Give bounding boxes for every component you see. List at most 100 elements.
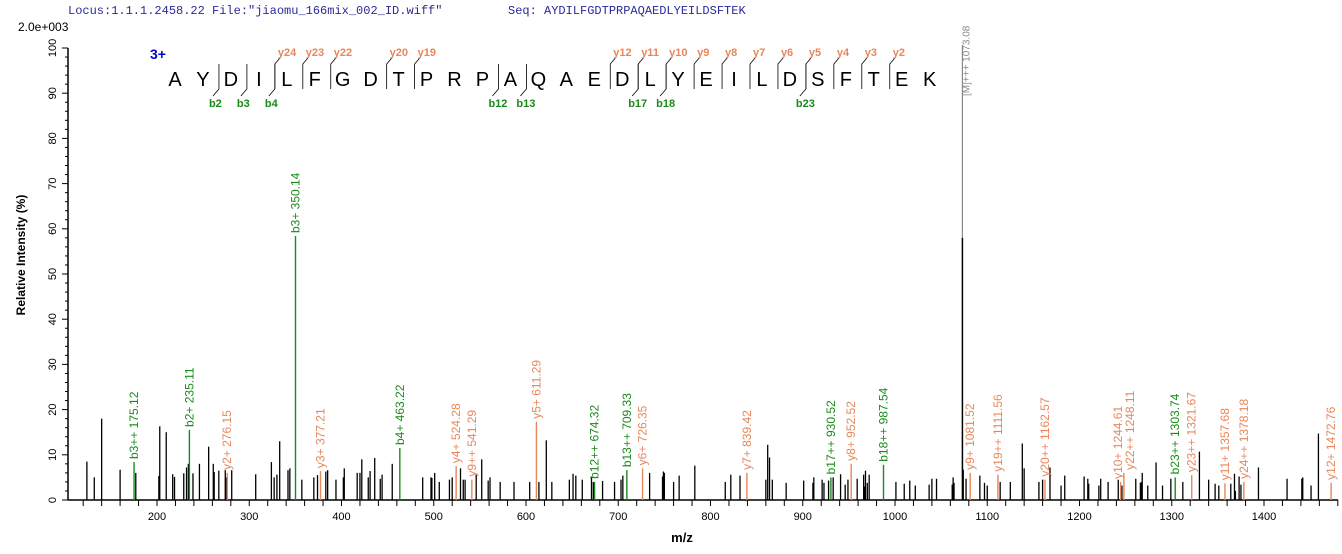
b-fragment-label: b17 xyxy=(628,98,647,110)
b-fragment-marker xyxy=(492,64,499,97)
b-fragment-label: b3 xyxy=(237,98,250,110)
y-fragment-marker xyxy=(833,56,841,89)
y-fragment-marker xyxy=(386,56,393,89)
y-fragment-marker xyxy=(414,56,421,89)
sequence-label: Seq: AYDILFGDTPRPAQAEDLYEILDSFTEK xyxy=(508,4,746,18)
y-fragment-marker xyxy=(721,56,729,89)
y-fragment-label: y7 xyxy=(753,47,765,59)
y-ion-label: y19++ 1111.56 xyxy=(991,394,1005,472)
y-ion-label: y7+ 839.42 xyxy=(740,410,754,470)
precursor-label: [M]+++ 1073.08 xyxy=(961,25,972,96)
y-fragment-label: y10 xyxy=(669,47,687,59)
residue-letter: P xyxy=(476,69,489,91)
y-fragment-label: y5 xyxy=(809,47,821,59)
y-fragment-marker xyxy=(637,56,645,89)
b-fragment-label: b12 xyxy=(488,98,507,110)
y-tick-label: 30 xyxy=(47,358,59,370)
residue-letter: D xyxy=(615,69,629,91)
y-fragment-marker xyxy=(889,56,897,89)
y-fragment-label: y2 xyxy=(893,47,905,59)
residue-letter: F xyxy=(840,69,852,91)
residue-letter: R xyxy=(447,69,461,91)
y-tick-label: 20 xyxy=(47,403,59,415)
x-tick-label: 1100 xyxy=(975,511,999,523)
y-ion-label: y12+ 1472.76 xyxy=(1324,406,1338,479)
b-fragment-marker xyxy=(631,64,639,97)
y-ion-label: y3+ 377.21 xyxy=(313,408,327,468)
residue-letter: D xyxy=(363,69,377,91)
residue-letter: P xyxy=(420,69,433,91)
y-ion-label: y11+ 1357.68 xyxy=(1218,408,1232,481)
residue-letter: Q xyxy=(531,69,547,91)
b-ion-label: b18++ 987.54 xyxy=(877,387,891,461)
residue-letter: L xyxy=(281,69,292,91)
y-fragment-label: y8 xyxy=(725,47,737,59)
residue-letter: T xyxy=(868,69,880,91)
b-fragment-label: b23 xyxy=(796,98,815,110)
y-ion-label: y9++ 541.29 xyxy=(465,410,479,477)
b-ion-label: b12++ 674.32 xyxy=(588,405,602,479)
x-tick-label: 600 xyxy=(517,511,535,523)
residue-letter: F xyxy=(309,69,321,91)
y-tick-label: 100 xyxy=(47,39,59,57)
residue-letter: D xyxy=(783,69,797,91)
y-tick-label: 50 xyxy=(47,268,59,280)
y-ion-label: y2+ 276.15 xyxy=(220,410,234,470)
sequence-annotation: 3+A Y D I L F G D T P R P A Q A E D L Y E I L D S F T E Kb2 b3 b4 b12 b… xyxy=(150,46,937,110)
intensity-scale-label: 2.0e+003 xyxy=(18,20,69,34)
residue-letter: L xyxy=(645,69,656,91)
y-fragment-label: y9 xyxy=(697,47,709,59)
b-ion-label: b3+ 350.14 xyxy=(289,172,303,233)
y-ion-label: y5+ 611.29 xyxy=(529,360,543,419)
b-fragment-marker xyxy=(212,64,220,97)
residue-letter: E xyxy=(895,69,908,91)
y-fragment-marker xyxy=(302,56,310,89)
residue-letter: L xyxy=(756,69,767,91)
y-tick-label: 0 xyxy=(47,497,59,503)
x-axis-label: m/z xyxy=(671,530,693,545)
b-ion-label: b23++ 1303.74 xyxy=(1168,393,1182,474)
y-fragment-label: y24 xyxy=(278,47,297,59)
y-fragment-label: y22 xyxy=(334,47,352,59)
y-fragment-label: y3 xyxy=(865,47,877,59)
x-tick-label: 1300 xyxy=(1160,511,1184,523)
x-tick-label: 1000 xyxy=(883,511,907,523)
y-fragment-label: y6 xyxy=(781,47,793,59)
y-fragment-label: y23 xyxy=(306,47,324,59)
y-ion-label: y6+ 726.35 xyxy=(636,405,650,465)
y-ion-label: y24++ 1378.18 xyxy=(1237,399,1251,479)
y-fragment-marker xyxy=(749,56,757,89)
residue-letter: A xyxy=(504,69,518,91)
b-ion-label: b4+ 463.22 xyxy=(393,384,407,445)
y-fragment-marker xyxy=(665,56,673,89)
b-ion-label: b13++ 709.33 xyxy=(620,393,634,467)
x-tick-label: 400 xyxy=(332,511,350,523)
x-tick-label: 1200 xyxy=(1067,511,1091,523)
x-tick-label: 700 xyxy=(609,511,627,523)
x-tick-label: 200 xyxy=(148,511,166,523)
residue-letter: S xyxy=(811,69,824,91)
b-fragment-marker xyxy=(520,64,527,97)
b-fragment-marker xyxy=(240,64,248,97)
y-ion-label: y23++ 1321.67 xyxy=(1185,392,1199,472)
residue-letter: I xyxy=(256,69,262,91)
x-tick-label: 900 xyxy=(794,511,812,523)
y-fragment-label: y4 xyxy=(837,47,850,59)
residue-letter: E xyxy=(699,69,712,91)
residue-letter: E xyxy=(588,69,601,91)
x-tick-label: 300 xyxy=(240,511,258,523)
peaks xyxy=(86,45,1332,500)
b-ion-label: b3++ 175.12 xyxy=(127,391,141,459)
b-ion-label: b17++ 930.52 xyxy=(824,400,838,474)
b-fragment-label: b2 xyxy=(209,98,222,110)
charge-state-label: 3+ xyxy=(150,46,166,62)
y-fragment-marker xyxy=(777,56,785,89)
y-tick-label: 90 xyxy=(47,87,59,99)
y-fragment-marker xyxy=(274,56,282,89)
b-fragment-label: b18 xyxy=(656,98,675,110)
y-fragment-marker xyxy=(330,56,338,89)
y-fragment-marker xyxy=(805,56,813,89)
y-fragment-label: y20 xyxy=(390,47,408,59)
y-ion-label: y9+ 1081.52 xyxy=(963,403,977,470)
